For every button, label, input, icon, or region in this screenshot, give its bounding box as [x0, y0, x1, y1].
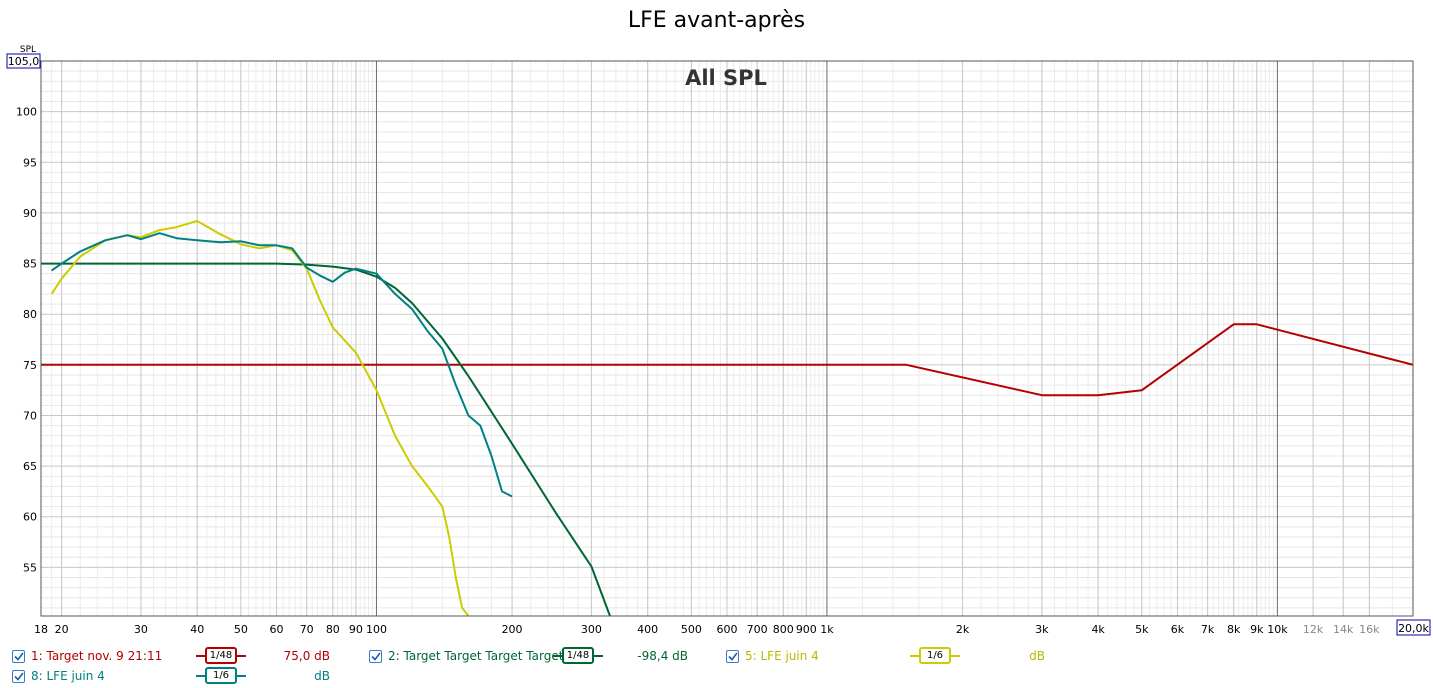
legend-label-5: 5: LFE juin 4	[745, 649, 819, 663]
y-tick-label: 55	[23, 561, 37, 574]
x-tick-label: 8k	[1227, 623, 1241, 636]
legend-checkbox-8[interactable]	[12, 669, 25, 683]
smoothing-label-2: 1/48	[562, 647, 594, 664]
x-tick-label: 9k	[1250, 623, 1264, 636]
x-tick-label: 100	[366, 623, 387, 636]
x-right-box	[1396, 619, 1431, 636]
smoothing-label-5: 1/6	[919, 647, 951, 664]
legend-checkbox-1[interactable]	[12, 649, 25, 663]
x-tick-label: 14k	[1333, 623, 1354, 636]
legend-label-1: 1: Target nov. 9 21:11	[31, 649, 163, 663]
x-tick-label: 3k	[1035, 623, 1049, 636]
x-tick-label: 5k	[1135, 623, 1149, 636]
legend-value-2: -98,4 dB	[637, 649, 688, 663]
smoothing-control-5[interactable]: 1/6	[910, 646, 960, 666]
legend-checkbox-2[interactable]	[369, 649, 382, 663]
legend-label-8: 8: LFE juin 4	[31, 669, 105, 683]
plot-frame	[40, 60, 1414, 617]
legend-value-5: dB	[1029, 649, 1045, 663]
legend-value-1: 75,0 dB	[283, 649, 330, 663]
x-tick-label: 80	[326, 623, 340, 636]
x-tick-label: 700	[747, 623, 768, 636]
x-tick-label: 4k	[1091, 623, 1105, 636]
x-tick-label: 800	[773, 623, 794, 636]
smoothing-label-8: 1/6	[205, 667, 237, 684]
legend-value-8: dB	[314, 669, 330, 683]
x-tick-label: 50	[234, 623, 248, 636]
y-axis-label: SPL	[20, 45, 36, 55]
smoothing-control-8[interactable]: 1/6	[196, 666, 246, 686]
x-tick-label: 900	[796, 623, 817, 636]
x-tick-label: 12k	[1303, 623, 1324, 636]
legend-label-2: 2: Target Target Target Target 1	[388, 649, 575, 663]
smoothing-label-1: 1/48	[205, 647, 237, 664]
chart-title: LFE avant-après	[627, 8, 806, 33]
x-tick-label: 6k	[1171, 623, 1185, 636]
x-tick-label: 20	[55, 623, 69, 636]
x-tick-label: 70	[300, 623, 314, 636]
y-tick-label: 100	[16, 106, 37, 119]
smoothing-control-2[interactable]: 1/48	[553, 646, 603, 666]
y-tick-label: 70	[23, 409, 37, 422]
y-tick-label: 75	[23, 359, 37, 372]
legend-item-2[interactable]: 2: Target Target Target Target 1	[369, 646, 575, 666]
x-tick-label: 400	[637, 623, 658, 636]
y-tick-label: 65	[23, 460, 37, 473]
y-tick-label: 60	[23, 511, 37, 524]
x-tick-label: 10k	[1267, 623, 1288, 636]
legend-item-5[interactable]: 5: LFE juin 4	[726, 646, 819, 666]
legend: 1: Target nov. 9 21:11 1/48 75,0 dB 2: T…	[0, 640, 1433, 688]
chart-subtitle: All SPL	[685, 66, 767, 90]
x-tick-label: 600	[717, 623, 738, 636]
x-tick-label: 2k	[956, 623, 970, 636]
x-tick-label: 40	[190, 623, 204, 636]
x-tick-label: 30	[134, 623, 148, 636]
x-tick-label: 500	[681, 623, 702, 636]
x-tick-label: 60	[270, 623, 284, 636]
y-tick-label: 80	[23, 308, 37, 321]
y-tick-label: 95	[23, 156, 37, 169]
x-tick-label: 18	[34, 623, 48, 636]
x-tick-label: 300	[581, 623, 602, 636]
x-tick-label: 200	[502, 623, 523, 636]
y-top-value: 105,0	[8, 55, 40, 68]
series-line-4	[51, 232, 513, 498]
series-line-2	[41, 262, 611, 616]
smoothing-control-1[interactable]: 1/48	[196, 646, 246, 666]
x-tick-label: 7k	[1201, 623, 1215, 636]
y-tick-label: 90	[23, 207, 37, 220]
y-tick-label: 85	[23, 258, 37, 271]
legend-checkbox-5[interactable]	[726, 649, 739, 663]
x-tick-label: 1k	[820, 623, 834, 636]
x-tick-label: 16k	[1359, 623, 1380, 636]
y-top-box	[6, 53, 41, 69]
x-tick-label: 90	[349, 623, 363, 636]
legend-item-1[interactable]: 1: Target nov. 9 21:11	[12, 646, 162, 666]
series-line-1	[41, 323, 1413, 397]
x-right-value: 20,0k	[1398, 622, 1429, 635]
legend-item-8[interactable]: 8: LFE juin 4	[12, 666, 105, 686]
